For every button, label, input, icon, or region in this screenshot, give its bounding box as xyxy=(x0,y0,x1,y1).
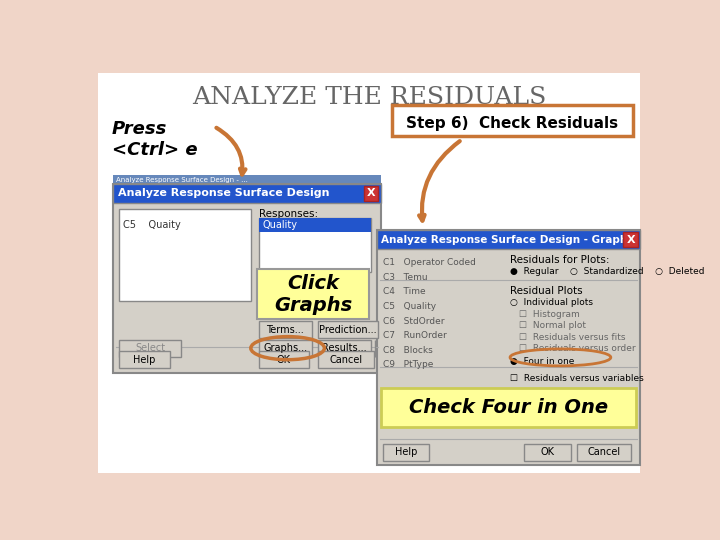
Text: C5    Quaity: C5 Quaity xyxy=(122,220,180,229)
FancyBboxPatch shape xyxy=(383,444,429,461)
FancyBboxPatch shape xyxy=(259,218,372,232)
Text: C1   Operator Coded: C1 Operator Coded xyxy=(383,258,476,267)
Text: Responses:: Responses: xyxy=(259,209,318,219)
Text: Residual Plots: Residual Plots xyxy=(510,286,582,296)
Text: Residuals for Plots:: Residuals for Plots: xyxy=(510,255,610,265)
FancyBboxPatch shape xyxy=(256,269,369,319)
Text: C9   PtType: C9 PtType xyxy=(383,361,433,369)
Text: Click
Graphs: Click Graphs xyxy=(274,274,352,315)
FancyBboxPatch shape xyxy=(120,209,251,301)
Text: ☐  Normal plot: ☐ Normal plot xyxy=(519,321,586,330)
Text: ☐  Histogram: ☐ Histogram xyxy=(519,309,580,319)
Text: Analyze Response Surface Design - Graphs: Analyze Response Surface Design - Graphs xyxy=(382,234,634,245)
FancyBboxPatch shape xyxy=(120,351,170,368)
Text: Results...: Results... xyxy=(322,343,366,353)
FancyBboxPatch shape xyxy=(120,340,181,356)
Text: Cancel: Cancel xyxy=(329,355,362,365)
Text: Analyze data Using: Analyze data Using xyxy=(259,278,353,288)
FancyBboxPatch shape xyxy=(624,232,638,247)
FancyBboxPatch shape xyxy=(382,253,505,392)
Text: ○  Uncoded units: ○ Uncoded units xyxy=(261,300,339,309)
Text: Analyze Response Surface Design - ...: Analyze Response Surface Design - ... xyxy=(116,177,248,184)
Text: OK: OK xyxy=(276,355,291,365)
FancyBboxPatch shape xyxy=(392,105,632,136)
Text: Graphs...: Graphs... xyxy=(264,343,307,353)
Text: Quality: Quality xyxy=(262,220,297,230)
FancyBboxPatch shape xyxy=(113,184,381,202)
Text: X: X xyxy=(367,188,376,198)
FancyBboxPatch shape xyxy=(318,321,378,338)
FancyBboxPatch shape xyxy=(377,231,640,249)
Text: ●  Regular    ○  Standardized    ○  Deleted: ● Regular ○ Standardized ○ Deleted xyxy=(510,267,705,276)
Text: C4   Time: C4 Time xyxy=(383,287,426,296)
Text: Help: Help xyxy=(395,447,418,457)
Text: Press
<Ctrl> e: Press <Ctrl> e xyxy=(112,120,197,159)
Text: Analyze Response Surface Design: Analyze Response Surface Design xyxy=(118,188,329,198)
Text: Cancel: Cancel xyxy=(588,447,621,457)
Text: C7   RunOrder: C7 RunOrder xyxy=(383,331,446,340)
Text: ●  Coded units: ● Coded units xyxy=(261,289,328,298)
FancyBboxPatch shape xyxy=(318,340,371,356)
Text: Step 6)  Check Residuals: Step 6) Check Residuals xyxy=(406,116,618,131)
Text: Select: Select xyxy=(135,343,166,353)
Text: Prediction...: Prediction... xyxy=(319,325,377,335)
FancyBboxPatch shape xyxy=(364,186,378,201)
Text: C6   StdOrder: C6 StdOrder xyxy=(383,316,444,326)
FancyBboxPatch shape xyxy=(577,444,631,461)
FancyBboxPatch shape xyxy=(259,321,312,338)
FancyBboxPatch shape xyxy=(318,351,374,368)
Text: ●  Four in one: ● Four in one xyxy=(510,357,575,367)
Text: C8   Blocks: C8 Blocks xyxy=(383,346,433,355)
Text: ☐  Residuals versus order: ☐ Residuals versus order xyxy=(519,345,636,353)
Text: OK: OK xyxy=(540,447,554,457)
Text: ○  Individual plots: ○ Individual plots xyxy=(510,298,593,307)
Text: C5   Quality: C5 Quality xyxy=(383,302,436,311)
FancyBboxPatch shape xyxy=(113,175,381,184)
FancyBboxPatch shape xyxy=(259,351,310,368)
FancyBboxPatch shape xyxy=(259,218,372,272)
Text: C3   Temu: C3 Temu xyxy=(383,273,428,282)
FancyBboxPatch shape xyxy=(98,72,640,473)
FancyBboxPatch shape xyxy=(377,231,640,465)
FancyBboxPatch shape xyxy=(524,444,570,461)
Text: X: X xyxy=(626,234,635,245)
Text: ☐  Residuals versus variables: ☐ Residuals versus variables xyxy=(510,374,644,382)
Text: Terms...: Terms... xyxy=(266,325,304,335)
Text: Check Four in One: Check Four in One xyxy=(409,398,608,417)
Text: Help: Help xyxy=(133,355,156,365)
FancyBboxPatch shape xyxy=(382,388,636,427)
Text: ☐  Residuals versus fits: ☐ Residuals versus fits xyxy=(519,333,626,342)
FancyBboxPatch shape xyxy=(113,184,381,373)
Text: ANALYZE THE RESIDUALS: ANALYZE THE RESIDUALS xyxy=(192,86,546,110)
FancyBboxPatch shape xyxy=(259,340,312,356)
